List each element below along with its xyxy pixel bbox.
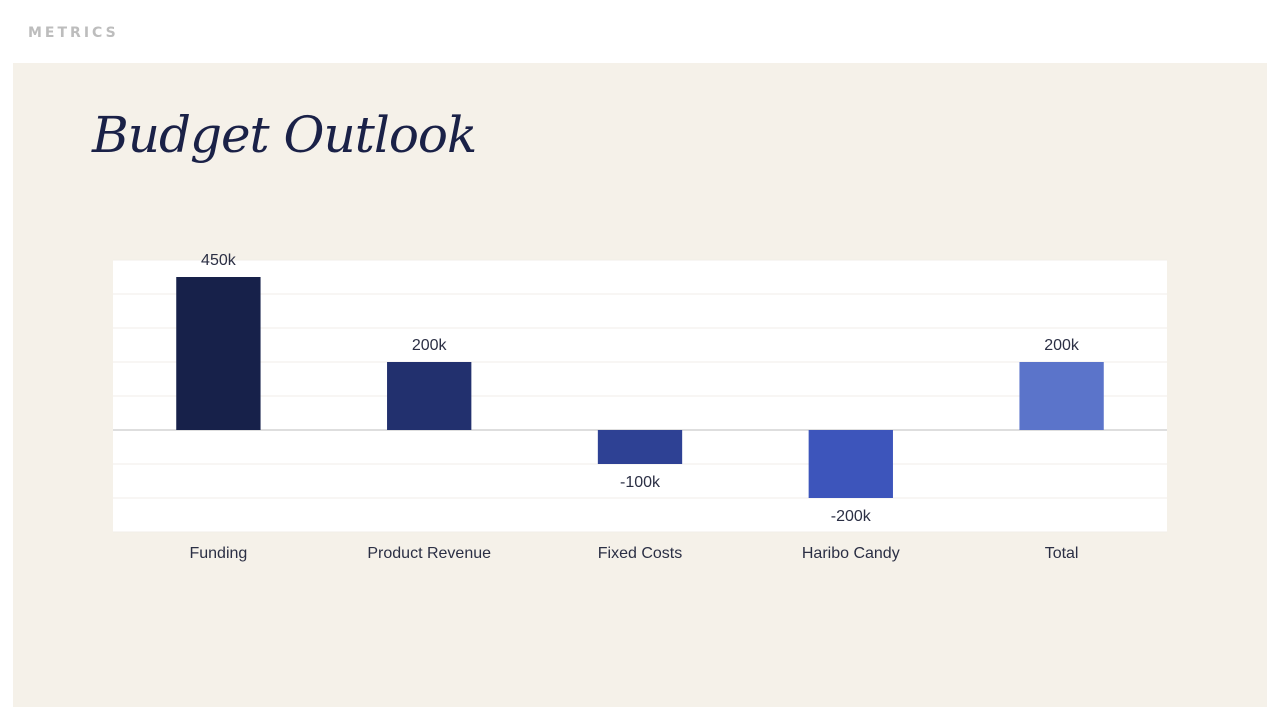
value-label: 200k	[412, 337, 448, 354]
value-label: -100k	[620, 474, 661, 491]
bar-haribo-candy	[808, 430, 893, 498]
bar-total	[1019, 362, 1104, 430]
value-labels: 450k 200k -100k -200k 200k	[201, 252, 1080, 525]
bars	[176, 277, 1104, 498]
category-label: Total	[1045, 545, 1079, 562]
bar-fixed-costs	[597, 430, 683, 464]
bar-funding	[176, 277, 261, 430]
section-label: METRICS	[28, 25, 119, 41]
value-label: -200k	[831, 508, 872, 525]
bar-product-revenue	[387, 362, 472, 430]
category-labels: Funding Product Revenue Fixed Costs Haribo …	[189, 545, 1078, 562]
category-label: Funding	[189, 545, 247, 562]
category-label: Haribo Candy	[802, 545, 900, 562]
value-label: 200k	[1044, 337, 1080, 354]
value-label: 450k	[201, 252, 237, 269]
slide-title: Budget Outlook	[92, 106, 477, 164]
category-label: Product Revenue	[367, 545, 491, 562]
category-label: Fixed Costs	[598, 545, 682, 562]
